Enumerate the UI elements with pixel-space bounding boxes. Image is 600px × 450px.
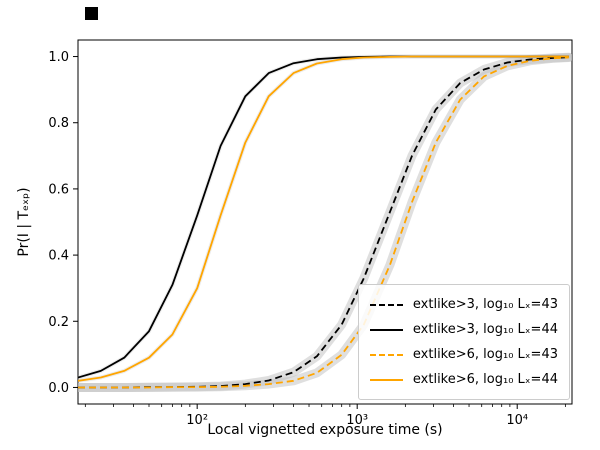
x-axis-label: Local vignetted exposure time (s) — [207, 422, 443, 438]
stray-mark — [85, 7, 98, 20]
legend: extlike>3, log₁₀ Lₓ=43 extlike>3, log₁₀ … — [357, 284, 570, 400]
legend-line-sample — [369, 328, 403, 331]
svg-text:10⁴: 10⁴ — [506, 413, 528, 428]
legend-item: extlike>3, log₁₀ Lₓ=43 — [369, 292, 558, 317]
legend-item: extlike>3, log₁₀ Lₓ=44 — [369, 317, 558, 342]
svg-text:0.4: 0.4 — [48, 249, 69, 264]
legend-line-sample — [369, 303, 403, 306]
y-axis-label: Pr(I | Tₑₓₚ) — [16, 187, 32, 257]
svg-text:10³: 10³ — [346, 413, 368, 428]
legend-label: extlike>3, log₁₀ Lₓ=43 — [412, 297, 558, 312]
legend-line-sample — [369, 378, 403, 381]
legend-label: extlike>6, log₁₀ Lₓ=43 — [412, 347, 558, 362]
legend-item: extlike>6, log₁₀ Lₓ=43 — [369, 342, 558, 367]
svg-text:0.2: 0.2 — [48, 315, 69, 330]
svg-text:1.0: 1.0 — [48, 50, 69, 65]
svg-text:0.0: 0.0 — [48, 381, 69, 396]
legend-label: extlike>6, log₁₀ Lₓ=44 — [412, 372, 558, 387]
legend-line-sample — [369, 353, 403, 356]
legend-item: extlike>6, log₁₀ Lₓ=44 — [369, 367, 558, 392]
svg-text:0.8: 0.8 — [48, 116, 69, 131]
legend-label: extlike>3, log₁₀ Lₓ=44 — [412, 322, 558, 337]
svg-text:10²: 10² — [186, 413, 208, 428]
svg-text:0.6: 0.6 — [48, 182, 69, 197]
